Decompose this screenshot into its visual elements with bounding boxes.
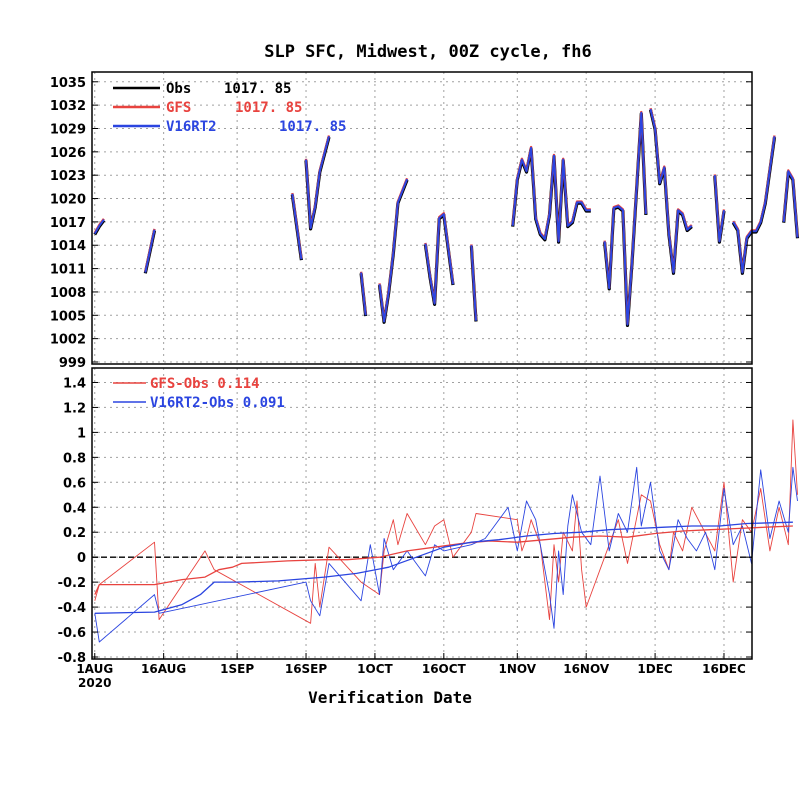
bottom-y-tick-label: 1 <box>77 426 86 441</box>
top-y-tick-label: 999 <box>59 356 86 371</box>
v16rt2-series-segment <box>470 245 477 321</box>
v16rt2-series-segment <box>424 213 454 305</box>
bottom-y-tick-label: -0.4 <box>58 601 86 616</box>
bottom-y-tick-label: 1.2 <box>63 401 86 416</box>
v16rt2-series-segment <box>782 170 799 238</box>
top-y-tick-label: 1002 <box>50 333 86 348</box>
bottom-y-tick-label: 0.2 <box>63 526 86 541</box>
x-tick-label-1oct: 1OCT <box>357 662 393 676</box>
v16rt2-obs-daily-line <box>94 466 798 643</box>
x-tick-label-16dec: 16DEC <box>702 662 746 676</box>
chart-title: SLP SFC, Midwest, 00Z cycle, fh6 <box>264 42 592 62</box>
bottom-panel-y-ticks: -0.8 -0.6 -0.4 -0.2 0 0.2 0.4 0.6 0.8 1 1.2 1.4 <box>58 376 752 666</box>
top-y-tick-label: 1029 <box>50 122 86 137</box>
top-y-tick-label: 1008 <box>50 286 86 301</box>
x-tick-label-16oct: 16OCT <box>422 662 467 676</box>
bottom-panel-legend: GFS-Obs 0.114 V16RT2-Obs 0.091 <box>113 376 285 411</box>
v16rt2-series-segment <box>93 219 105 235</box>
legend-stat-obs: 1017. 85 <box>224 81 291 97</box>
legend-label-v16: V16RT2 <box>166 119 217 135</box>
top-y-tick-label: 1011 <box>50 263 86 278</box>
x-axis-ticks: 1AUG 16AUG 1SEP 16SEP 1OCT 16OCT 1NOV 16NOV 1DEC… <box>76 653 746 690</box>
bottom-y-tick-label: 0 <box>77 551 86 566</box>
top-panel-grid <box>92 72 752 364</box>
top-panel-series <box>93 107 800 327</box>
top-panel-legend: Obs 1017. 85 GFS 1017. 85 V16RT2 1017. 85 <box>113 81 346 135</box>
x-tick-label-1sep: 1SEP <box>220 662 254 676</box>
bottom-y-tick-label: 0.8 <box>63 451 86 466</box>
gfs-obs-running-mean-line <box>94 525 793 595</box>
top-y-tick-label: 1026 <box>50 146 86 161</box>
v16rt2-series-segment <box>144 229 156 273</box>
x-tick-label-16sep: 16SEP <box>285 662 328 676</box>
legend-label-gfs: GFS <box>166 100 191 116</box>
bottom-panel-grid <box>92 368 752 659</box>
legend-label-obs: Obs <box>166 81 191 97</box>
v16rt2-series-segment <box>603 111 647 326</box>
bottom-y-tick-label: 0.6 <box>63 476 86 491</box>
bottom-y-tick-label: -0.2 <box>58 576 86 591</box>
legend-stat-v16: 1017. 85 <box>279 119 346 135</box>
v16rt2-series-segment <box>360 272 367 316</box>
legend-label-diff-gfs: GFS-Obs 0.114 <box>150 376 260 392</box>
bottom-y-tick-label: -0.6 <box>58 626 86 641</box>
x-tick-label-16aug: 16AUG <box>141 662 186 676</box>
bottom-panel-frame <box>91 367 753 660</box>
x-tick-label-16nov: 16NOV <box>563 662 610 676</box>
legend-label-diff-v16: V16RT2-Obs 0.091 <box>150 395 285 411</box>
top-panel-y-ticks: 999 1002 1005 1008 1011 1014 1017 1020 1023 1026 1… <box>50 76 752 371</box>
top-y-tick-label: 1017 <box>50 216 86 231</box>
x-tick-label-1dec: 1DEC <box>637 662 673 676</box>
v16rt2-series-segment <box>511 146 591 243</box>
v16rt2-series-segment <box>305 136 330 230</box>
v16rt2-series-segment <box>378 178 409 323</box>
v16rt2-series-segment <box>713 175 725 243</box>
x-tick-label-1aug: 1AUG <box>76 662 113 676</box>
v16rt2-series-segment <box>732 136 776 274</box>
top-y-tick-label: 1005 <box>50 309 86 324</box>
v16rt2-series-segment <box>291 193 303 260</box>
top-y-tick-label: 1014 <box>50 239 86 254</box>
gfs-obs-daily-line <box>94 419 798 624</box>
x-year-label: 2020 <box>78 676 111 690</box>
bottom-panel-series <box>94 419 798 643</box>
top-y-tick-label: 1035 <box>50 76 86 91</box>
top-y-tick-label: 1020 <box>50 193 86 208</box>
top-y-tick-label: 1032 <box>50 99 86 114</box>
v16rt2-obs-running-mean-line <box>94 521 793 614</box>
legend-stat-gfs: 1017. 85 <box>235 100 302 116</box>
bottom-y-tick-label: 1.4 <box>63 376 86 391</box>
bottom-y-tick-label: 0.4 <box>63 501 86 516</box>
bottom-y-tick-label: -0.8 <box>58 651 86 666</box>
x-tick-label-1nov: 1NOV <box>499 662 537 676</box>
top-y-tick-label: 1023 <box>50 169 86 184</box>
top-panel-frame <box>91 71 753 365</box>
x-axis-label: Verification Date <box>308 688 472 707</box>
v16rt2-series-segment <box>649 108 693 274</box>
